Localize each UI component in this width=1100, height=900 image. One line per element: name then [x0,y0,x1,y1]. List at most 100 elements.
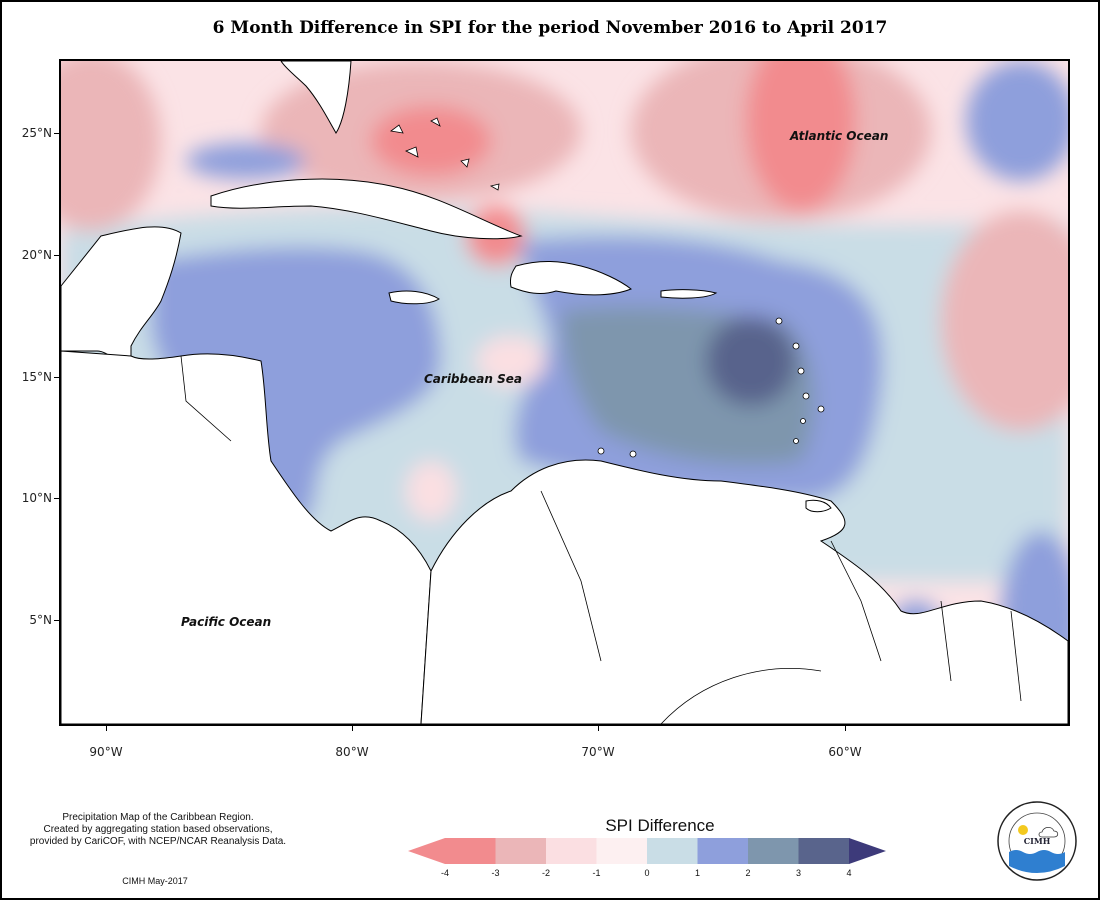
legend-box [748,838,799,864]
lesser-antilles [597,317,825,458]
spi-field [61,61,1068,711]
lat-label-5n: 5°N [29,613,52,627]
credit-date: CIMH May-2017 [122,876,188,886]
legend-tick-label: 4 [846,868,852,878]
spi-zone-1-2-gulf [186,143,306,179]
logo-text: CIMH [1023,836,1051,846]
legend-box [596,838,648,864]
land-central-america [61,350,432,724]
credit-text: Precipitation Map of the Caribbean Regio… [8,812,308,848]
legend-title: SPI Difference [605,816,715,835]
land-masses [61,61,1068,724]
lon-tick-70w [598,726,599,731]
legend-tick-label: -1 [592,868,601,878]
lon-tick-80w [352,726,353,731]
island-st-vincent [800,418,806,424]
lat-label-10n: 10°N [21,491,52,505]
lat-tick-10n [54,498,59,499]
spi-zone-1-2-ne [966,61,1068,181]
legend-tick-label: -4 [440,868,449,878]
lat-tick-20n [54,255,59,256]
cloud-icon [1038,826,1059,838]
lat-label-25n: 25°N [21,126,52,140]
land-cuba [210,178,523,240]
island-barbados [817,405,825,413]
legend-box [697,838,749,864]
legend-tick-label: -3 [491,868,500,878]
legend-tick-label: 3 [795,868,801,878]
lat-label-15n: 15°N [21,370,52,384]
spi-zone-3-4 [706,316,796,406]
lon-tick-90w [106,726,107,731]
spi-zone-neg1-sw [406,461,456,521]
lat-label-20n: 20°N [21,248,52,262]
island-st-lucia [802,392,810,400]
island-grenada [793,438,799,444]
island-aruba [597,447,605,455]
island-bahamas-5 [489,183,500,191]
border-brazil [660,668,822,724]
legend-tick-label: -2 [541,868,550,878]
border-guyana-suriname [940,600,952,682]
legend-box [546,838,597,864]
label-caribbean-sea: Caribbean Sea [424,372,522,386]
lon-label-80w: 80°W [335,745,369,759]
island-bahamas-1 [390,124,404,134]
cimh-logo [997,801,1077,881]
legend-colorbar [408,838,886,864]
border-suriname-guiana [1010,610,1022,702]
island-guadeloupe [792,342,800,350]
island-antigua [775,317,783,325]
spi-zone-neg2-east [941,211,1068,431]
spi-zone-neg3-atlantic [746,61,856,211]
island-bahamas-3 [430,117,441,127]
lon-tick-60w [845,726,846,731]
lat-tick-25n [54,133,59,134]
legend-box [445,838,496,864]
legend-tick-label: 1 [694,868,700,878]
legend-boxes [408,838,886,864]
land-hispaniola [510,260,632,296]
land-florida [280,61,352,134]
island-martinique [797,367,805,375]
lon-label-70w: 70°W [581,745,615,759]
land-south-america [420,459,1068,724]
spi-zone-1-2-west [151,246,441,532]
country-borders [180,355,1022,724]
island-bahamas-2 [405,146,419,158]
map-title: 6 Month Difference in SPI for the period… [212,18,888,38]
land-jamaica [388,290,440,305]
credit-line-2: Created by aggregating station based obs… [43,824,273,835]
legend-box [495,838,547,864]
spi-map [61,61,1068,724]
spi-zone-neg2-gulf [61,61,161,231]
lat-tick-15n [54,377,59,378]
island-bahamas-4 [460,158,470,168]
bahamas-islands [390,117,500,191]
sun-icon [1018,825,1028,835]
legend-arrow-high [849,838,886,864]
legend-box [798,838,850,864]
label-pacific-ocean: Pacific Ocean [181,615,272,629]
spi-zone-neg3-bahamas [371,106,491,176]
land-trinidad [805,499,832,513]
credit-line-3: provided by CariCOF, with NCEP/NCAR Rean… [29,836,287,847]
credit-line-1: Precipitation Map of the Caribbean Regio… [62,812,254,823]
water-icon [1009,850,1065,873]
lon-label-60w: 60°W [828,745,862,759]
legend-box [647,838,698,864]
legend-arrow-low [408,838,445,864]
border-venezuela-guyana [830,540,882,662]
legend-tick-label: 0 [644,868,650,878]
label-atlantic-ocean: Atlantic Ocean [790,129,889,143]
legend-tick-label: 2 [745,868,751,878]
lat-tick-5n [54,620,59,621]
border-guatemala [180,355,232,442]
spi-zone-neg1-south [476,336,546,386]
map-panel: Atlantic Ocean Caribbean Sea Pacific Oce… [59,59,1070,726]
island-curacao [629,450,637,458]
land-puerto-rico [660,289,718,299]
border-colombia-venezuela [540,490,602,662]
lon-label-90w: 90°W [89,745,123,759]
